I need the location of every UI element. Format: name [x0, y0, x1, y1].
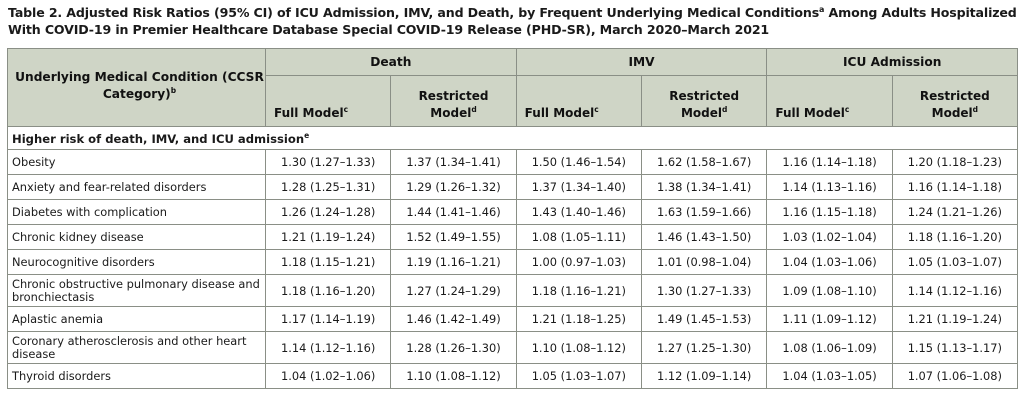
value-cell: 1.30 (1.27–1.33): [264, 149, 392, 175]
full-model-header: Full Modelc: [515, 75, 643, 127]
table-row: Thyroid disorders 1.04 (1.02–1.06) 1.10 …: [7, 363, 1019, 389]
value-cell: 1.27 (1.25–1.30): [640, 331, 768, 364]
value-cell: 1.03 (1.02–1.04): [766, 224, 893, 250]
value-cell: 1.62 (1.58–1.67): [640, 149, 768, 175]
value-cell: 1.15 (1.13–1.17): [891, 331, 1019, 364]
value-cell: 1.21 (1.18–1.25): [515, 306, 643, 332]
value-cell: 1.01 (0.98–1.04): [640, 249, 768, 275]
condition-cell: Anxiety and fear-related disorders: [7, 174, 266, 200]
value-cell: 1.08 (1.06–1.09): [766, 331, 893, 364]
value-cell: 1.50 (1.46–1.54): [515, 149, 643, 175]
condition-cell: Obesity: [7, 149, 266, 175]
group-header-imv: IMV: [515, 48, 768, 76]
table-row: Chronic obstructive pulmonary disease an…: [7, 274, 1019, 307]
restricted-model-header: Restricted Modeld: [640, 75, 768, 127]
value-cell: 1.20 (1.18–1.23): [891, 149, 1019, 175]
condition-cell: Aplastic anemia: [7, 306, 266, 332]
value-cell: 1.26 (1.24–1.28): [264, 199, 392, 225]
condition-cell: Neurocognitive disorders: [7, 249, 266, 275]
condition-cell: Diabetes with complication: [7, 199, 266, 225]
risk-ratio-table: Underlying Medical Condition (CCSR Categ…: [6, 48, 1019, 389]
value-cell: 1.14 (1.13–1.16): [766, 174, 893, 200]
value-cell: 1.52 (1.49–1.55): [390, 224, 517, 250]
value-cell: 1.11 (1.09–1.12): [766, 306, 893, 332]
value-cell: 1.24 (1.21–1.26): [891, 199, 1019, 225]
value-cell: 1.21 (1.19–1.24): [891, 306, 1019, 332]
value-cell: 1.29 (1.26–1.32): [390, 174, 517, 200]
value-cell: 1.16 (1.15–1.18): [766, 199, 893, 225]
value-cell: 1.63 (1.59–1.66): [640, 199, 768, 225]
restricted-model-header: Restricted Modeld: [891, 75, 1019, 127]
condition-column-header: Underlying Medical Condition (CCSR Categ…: [7, 48, 266, 127]
value-cell: 1.14 (1.12–1.16): [891, 274, 1019, 307]
model-header-row: Full Modelc Restricted Modeld Full Modelc…: [8, 75, 1019, 127]
value-cell: 1.16 (1.14–1.18): [891, 174, 1019, 200]
full-model-header: Full Modelc: [766, 75, 893, 127]
table-row: Anxiety and fear-related disorders 1.28 …: [7, 174, 1019, 200]
value-cell: 1.28 (1.26–1.30): [390, 331, 517, 364]
group-header-death: Death: [265, 48, 517, 76]
value-cell: 1.16 (1.14–1.18): [766, 149, 893, 175]
value-cell: 1.30 (1.27–1.33): [640, 274, 768, 307]
condition-cell: Coronary atherosclerosis and other heart…: [7, 331, 266, 364]
caption-footnote-marker: a: [819, 4, 825, 14]
value-cell: 1.12 (1.09–1.14): [640, 363, 768, 389]
table-row: Obesity 1.30 (1.27–1.33) 1.37 (1.34–1.41…: [7, 149, 1019, 175]
section-label: Higher risk of death, IMV, and ICU admis…: [6, 126, 1019, 150]
condition-cell: Chronic obstructive pulmonary disease an…: [7, 274, 266, 307]
value-cell: 1.09 (1.08–1.10): [766, 274, 893, 307]
value-cell: 1.08 (1.05–1.11): [515, 224, 643, 250]
value-cell: 1.05 (1.03–1.07): [891, 249, 1019, 275]
table-row: Aplastic anemia 1.17 (1.14–1.19) 1.46 (1…: [7, 306, 1019, 332]
table-caption: Table 2. Adjusted Risk Ratios (95% CI) o…: [8, 4, 1018, 38]
caption-text-continued: Among Adults Hospitalized With COVID-19 …: [8, 5, 1017, 37]
full-model-header: Full Modelc: [264, 75, 392, 127]
value-cell: 1.38 (1.34–1.41): [640, 174, 768, 200]
value-cell: 1.10 (1.08–1.12): [515, 331, 643, 364]
value-cell: 1.37 (1.34–1.40): [515, 174, 643, 200]
value-cell: 1.14 (1.12–1.16): [264, 331, 392, 364]
value-cell: 1.18 (1.16–1.21): [515, 274, 643, 307]
value-cell: 1.21 (1.19–1.24): [264, 224, 392, 250]
restricted-model-header: Restricted Modeld: [390, 75, 517, 127]
value-cell: 1.44 (1.41–1.46): [390, 199, 517, 225]
value-cell: 1.19 (1.16–1.21): [390, 249, 517, 275]
value-cell: 1.07 (1.06–1.08): [891, 363, 1019, 389]
value-cell: 1.49 (1.45–1.53): [640, 306, 768, 332]
value-cell: 1.04 (1.03–1.06): [766, 249, 893, 275]
group-header-row: Underlying Medical Condition (CCSR Categ…: [7, 48, 1019, 127]
value-cell: 1.37 (1.34–1.41): [390, 149, 517, 175]
table-row: Diabetes with complication 1.26 (1.24–1.…: [7, 199, 1019, 225]
value-cell: 1.27 (1.24–1.29): [390, 274, 517, 307]
value-cell: 1.18 (1.15–1.21): [264, 249, 392, 275]
caption-text: Table 2. Adjusted Risk Ratios (95% CI) o…: [8, 5, 820, 20]
condition-cell: Chronic kidney disease: [7, 224, 266, 250]
value-cell: 1.18 (1.16–1.20): [891, 224, 1019, 250]
value-cell: 1.17 (1.14–1.19): [264, 306, 392, 332]
value-cell: 1.46 (1.43–1.50): [640, 224, 768, 250]
value-cell: 1.10 (1.08–1.12): [390, 363, 517, 389]
table-row: Coronary atherosclerosis and other heart…: [7, 331, 1019, 364]
section-row: Higher risk of death, IMV, and ICU admis…: [6, 126, 1019, 150]
value-cell: 1.04 (1.02–1.06): [264, 363, 392, 389]
value-cell: 1.05 (1.03–1.07): [515, 363, 643, 389]
condition-cell: Thyroid disorders: [7, 363, 266, 389]
value-cell: 1.18 (1.16–1.20): [264, 274, 392, 307]
group-header-icu: ICU Admission: [766, 48, 1019, 76]
value-cell: 1.28 (1.25–1.31): [264, 174, 392, 200]
value-cell: 1.00 (0.97–1.03): [515, 249, 643, 275]
value-cell: 1.46 (1.42–1.49): [390, 306, 517, 332]
value-cell: 1.43 (1.40–1.46): [515, 199, 643, 225]
table-row: Neurocognitive disorders 1.18 (1.15–1.21…: [7, 249, 1019, 275]
table-row: Chronic kidney disease 1.21 (1.19–1.24) …: [7, 224, 1019, 250]
value-cell: 1.04 (1.03–1.05): [766, 363, 893, 389]
